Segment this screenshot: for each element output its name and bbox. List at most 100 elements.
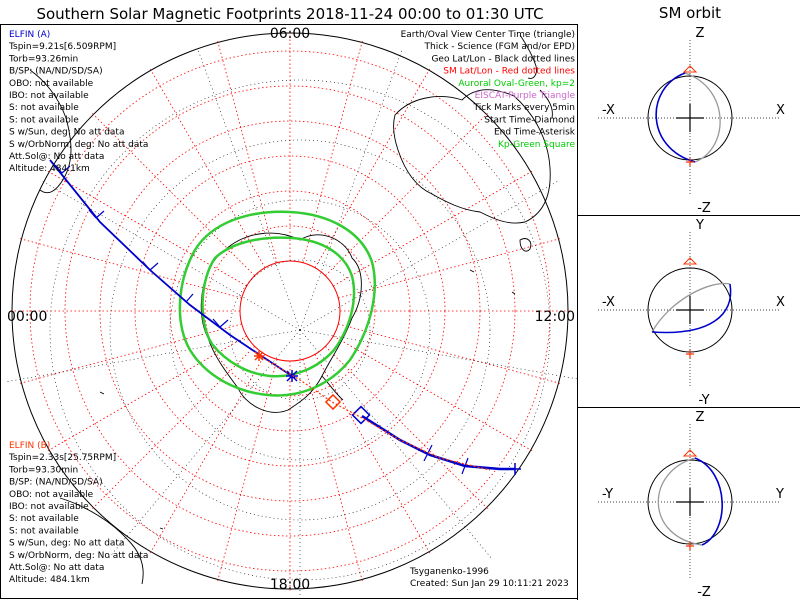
orbit-path-elfin-b bbox=[651, 282, 731, 333]
elfin-a-info-line-9: S w/OrbNorm, deg: No att data bbox=[9, 140, 148, 150]
south-america-coast bbox=[59, 497, 144, 585]
sm-lat-circle bbox=[64, 85, 516, 537]
orbit-end-asterisk bbox=[686, 158, 694, 166]
orbit-label-right: X bbox=[776, 295, 785, 310]
elfin-a-end-asterisk bbox=[286, 370, 521, 475]
elfin-b-info-line-0: ELFIN (B) bbox=[9, 441, 50, 451]
auroral-oval-poleward bbox=[178, 210, 376, 397]
elfin-a-info-line-3: B/SP: (NA/ND/SD/SA) bbox=[9, 67, 103, 77]
orbit-label-right: X bbox=[776, 103, 785, 118]
legend-item: End Time-Asterisk bbox=[494, 128, 576, 138]
orbit-panel-1: Z -Z -X X bbox=[598, 26, 785, 216]
orbit-path-elfin-b bbox=[657, 457, 703, 546]
orbit-end-asterisk bbox=[686, 350, 694, 358]
sm-latlon-grid bbox=[10, 31, 570, 591]
legend: Earth/Oval View Center Time (triangle) Th… bbox=[401, 30, 576, 150]
sm-orbit-panels: Z -Z -X X Y -Y -X X Z -Z -Y Y bbox=[598, 26, 785, 600]
orbit-label-bottom: -Z bbox=[697, 201, 711, 216]
antarctica-coast bbox=[200, 232, 362, 413]
orbit-end-asterisk bbox=[686, 542, 694, 550]
elfin-b-info: ELFIN (B) Tspin=2.33s[25.75RPM] Torb=93.30… bbox=[8, 441, 148, 585]
geo-lat-circle bbox=[169, 199, 431, 461]
orbit-title: SM orbit bbox=[659, 4, 721, 22]
elfin-b-info-line-1: Tspin=2.33s[25.75RPM] bbox=[8, 453, 116, 463]
orbit-label-right: Y bbox=[775, 487, 784, 502]
legend-item: Geo Lat/Lon - Black dotted lines bbox=[431, 54, 575, 64]
mlt-label-top: 06:00 bbox=[270, 26, 310, 42]
elfin-b-start-diamond bbox=[324, 393, 342, 411]
nz-south-coast bbox=[539, 89, 553, 119]
elfin-a-info-line-2: Torb=93.26min bbox=[8, 54, 78, 64]
legend-item: Thick - Science (FGM and/or EPD) bbox=[424, 42, 575, 52]
orbit-path-elfin-a bbox=[694, 457, 723, 546]
geo-lat-circle bbox=[49, 79, 551, 581]
legend-item: Auroral Oval-Green, kp=2 bbox=[458, 79, 575, 89]
orbit-panel-2: Y -Y -X X bbox=[598, 218, 785, 408]
legend-item: Start Time-Diamond bbox=[484, 115, 575, 125]
auroral-oval-equatorward bbox=[201, 236, 356, 378]
orbit-center-triangle bbox=[682, 65, 698, 73]
sm-lat-circle bbox=[29, 50, 551, 572]
mlt-label-left: 00:00 bbox=[7, 309, 47, 325]
australia-coast bbox=[393, 89, 551, 224]
mlt-label-bottom: 18:00 bbox=[270, 577, 310, 593]
sm-lat-circle bbox=[204, 225, 376, 397]
elfin-b-info-line-3: B/SP: (NA/ND/SD/SA) bbox=[9, 478, 103, 488]
elfin-a-info-line-7: S: not available bbox=[9, 115, 79, 125]
orbit-label-top: Z bbox=[696, 26, 705, 41]
elfin-b-track bbox=[257, 354, 491, 471]
legend-item: EISCAT-Purple Triangle bbox=[475, 91, 576, 101]
tasmania-coast bbox=[519, 238, 532, 252]
elfin-a-info-line-4: OBO: not available bbox=[9, 79, 94, 89]
mlt-label-right: 12:00 bbox=[535, 309, 575, 325]
legend-item: SM Lat/Lon - Red dotted lines bbox=[443, 67, 575, 77]
legend-item: Tick Marks every 5min bbox=[473, 103, 575, 113]
antarctic-peninsula bbox=[321, 375, 344, 401]
elfin-a-info-line-5: IBO: not available bbox=[9, 91, 89, 101]
orbit-label-bottom: -Z bbox=[697, 585, 711, 600]
elfin-b-info-line-10: Att.Sol@: No att data bbox=[9, 563, 104, 573]
coastlines bbox=[29, 34, 553, 585]
geo-lat-circle bbox=[229, 259, 371, 401]
orbit-label-left: -Y bbox=[602, 487, 613, 502]
elfin-b-info-line-11: Altitude: 484.1km bbox=[9, 575, 90, 585]
islands bbox=[99, 269, 516, 530]
orbit-label-top: Z bbox=[696, 410, 705, 425]
geo-lat-circle bbox=[109, 139, 491, 521]
orbit-label-left: -X bbox=[602, 103, 615, 118]
orbit-panel-3: Z -Z -Y Y bbox=[598, 410, 784, 600]
elfin-a-info-line-1: Tspin=9.21s[6.509RPM] bbox=[8, 42, 116, 52]
elfin-b-info-line-7: S: not available bbox=[9, 526, 79, 536]
orbit-label-top: Y bbox=[695, 218, 704, 233]
created-timestamp: Created: Sun Jan 29 10:11:21 2023 bbox=[410, 579, 569, 589]
elfin-b-info-line-2: Torb=93.30min bbox=[8, 465, 78, 475]
orbit-path-elfin-b bbox=[684, 72, 721, 163]
elfin-a-info-line-10: Att.Sol@: No att data bbox=[9, 152, 104, 162]
auroral-ovals bbox=[178, 210, 376, 397]
orbit-center-triangle bbox=[682, 449, 698, 457]
elfin-b-info-line-9: S w/OrbNorm, deg: No att data bbox=[9, 551, 148, 561]
orbit-label-left: -X bbox=[602, 295, 615, 310]
nz-north-coast bbox=[519, 34, 537, 79]
orbit-center-triangle bbox=[682, 257, 698, 265]
elfin-b-info-line-5: IBO: not available bbox=[9, 502, 89, 512]
elfin-b-info-line-8: S w/Sun, deg: No att data bbox=[9, 539, 124, 549]
elfin-a-info-line-11: Altitude: 484.1km bbox=[9, 164, 90, 174]
elfin-b-info-line-4: OBO: not available bbox=[9, 490, 94, 500]
legend-item: Earth/Oval View Center Time (triangle) bbox=[401, 30, 575, 40]
elfin-b-end-asterisk bbox=[254, 351, 264, 361]
elfin-b-info-line-6: S: not available bbox=[9, 514, 79, 524]
sm-lat-circle bbox=[169, 190, 411, 432]
elfin-a-ticks bbox=[54, 164, 469, 475]
elfin-a-info-line-6: S: not available bbox=[9, 103, 79, 113]
elfin-a-info-line-0: ELFIN (A) bbox=[9, 30, 50, 40]
elfin-a-info: ELFIN (A) Tspin=9.21s[6.509RPM] Torb=93.26… bbox=[8, 30, 148, 174]
model-credit: Tsyganenko-1996 bbox=[409, 567, 489, 577]
africa-coast bbox=[29, 69, 72, 194]
orbit-path-elfin-a bbox=[651, 283, 732, 334]
orbit-label-bottom: -Y bbox=[698, 393, 709, 408]
plot-title: Southern Solar Magnetic Footprints 2018-… bbox=[36, 5, 543, 23]
geo-latlon-grid bbox=[4, 47, 577, 598]
orbit-path-elfin-a bbox=[655, 72, 696, 163]
